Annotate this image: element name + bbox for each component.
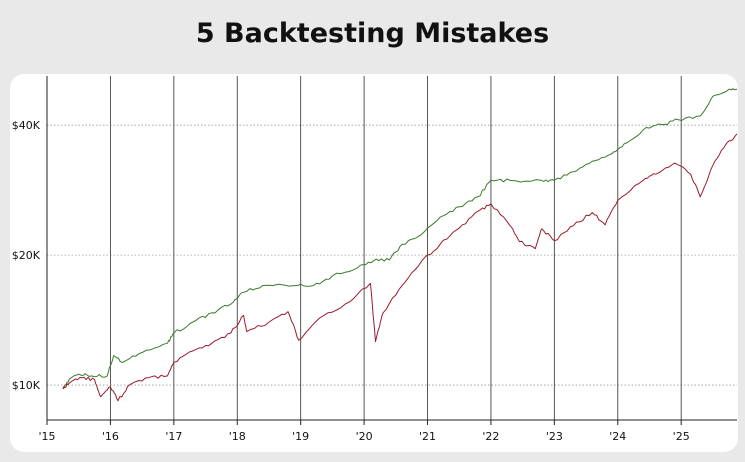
- y-tick-label: $20K: [12, 249, 41, 262]
- x-tick-label: '15: [38, 430, 55, 443]
- x-tick-label: '22: [482, 430, 499, 443]
- series-line-2: [62, 133, 738, 402]
- chart-title: 5 Backtesting Mistakes: [195, 18, 550, 49]
- x-tick-label: '19: [292, 430, 309, 443]
- x-tick-label: '16: [102, 430, 119, 443]
- series-line-1: [62, 88, 738, 390]
- x-tick-label: '25: [673, 430, 690, 443]
- x-tick-label: '24: [609, 430, 626, 443]
- x-tick-label: '21: [419, 430, 436, 443]
- x-tick-label: '23: [546, 430, 563, 443]
- x-tick-label: '18: [229, 430, 246, 443]
- x-tick-label: '17: [165, 430, 182, 443]
- x-tick-label: '20: [356, 430, 373, 443]
- plot-panel: [10, 74, 738, 452]
- y-tick-label: $10K: [12, 379, 41, 392]
- y-tick-label: $40K: [12, 119, 41, 132]
